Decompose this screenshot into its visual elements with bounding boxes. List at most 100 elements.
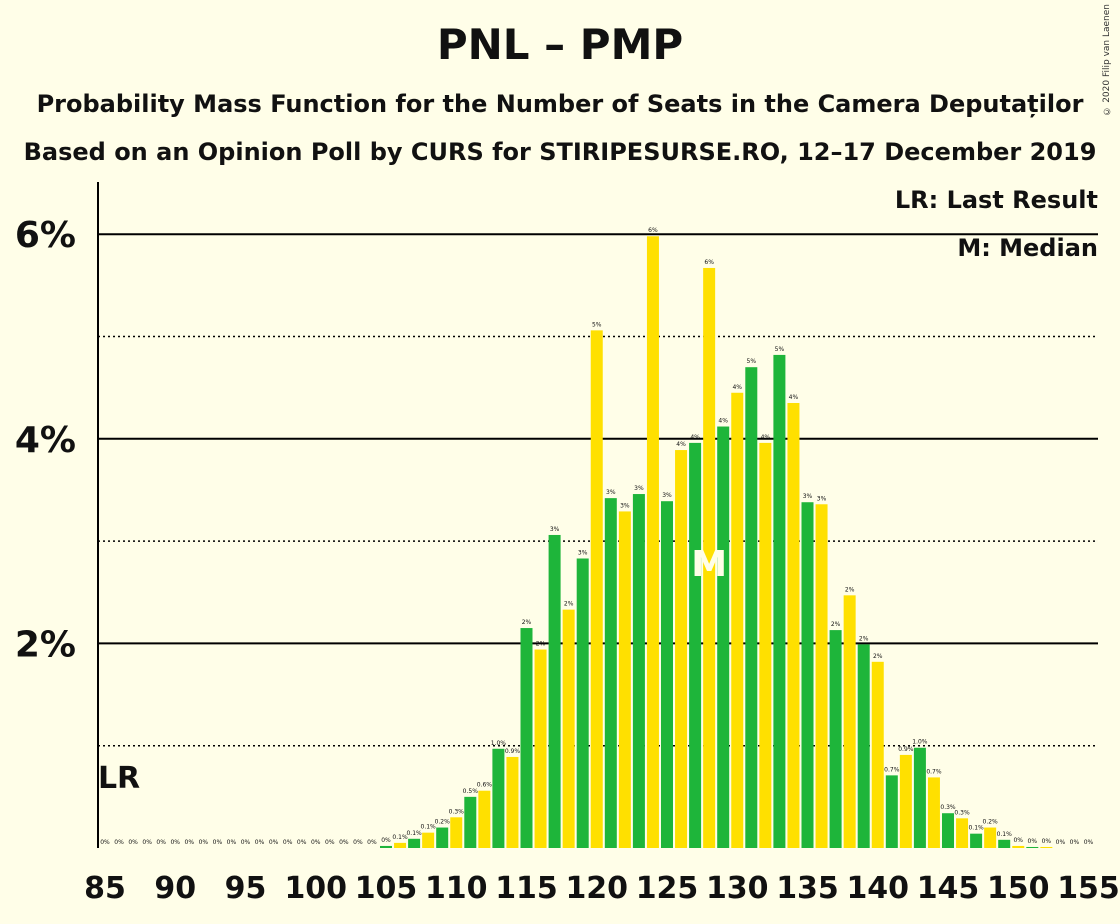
bar [464, 796, 477, 848]
bar-value-label: 2% [564, 601, 574, 608]
bar-value-label: 3% [606, 489, 616, 496]
bar-value-label: 3% [550, 526, 560, 533]
bar-value-label: 1.0% [491, 740, 507, 747]
x-tick-label: 125 [636, 871, 699, 906]
x-tick-label: 85 [84, 871, 126, 906]
bar-value-label: 6% [704, 259, 714, 266]
bar-value-label: 0% [142, 839, 152, 846]
bar [492, 748, 505, 848]
x-tick-label: 105 [355, 871, 418, 906]
bar [927, 777, 940, 848]
bar-value-label: 0.5% [463, 788, 479, 795]
x-tick-label: 155 [1057, 871, 1120, 906]
bar [590, 330, 603, 848]
bar-value-label: 5% [747, 358, 757, 365]
bar-value-label: 0.1% [997, 831, 1013, 838]
bar-value-label: 2% [536, 641, 546, 648]
bar-value-label: 0.1% [406, 830, 422, 837]
bar [970, 833, 983, 848]
bar [380, 845, 392, 848]
bar-value-label: 0% [170, 839, 180, 846]
bar-value-label: 0.7% [926, 768, 942, 775]
bar-value-label: 1.0% [912, 739, 928, 746]
x-tick-label: 100 [284, 871, 347, 906]
bar [717, 426, 730, 848]
bar [618, 511, 631, 848]
bar-value-label: 0.7% [884, 766, 900, 773]
x-tick-label: 90 [154, 871, 196, 906]
bar-value-label: 0% [1013, 837, 1023, 844]
bar [871, 661, 884, 848]
bar-value-label: 0% [367, 839, 377, 846]
bar-value-label: 0% [114, 839, 124, 846]
bar-value-label: 4% [690, 434, 700, 441]
bar [632, 494, 645, 848]
bar [689, 442, 702, 848]
bar-value-label: 0% [100, 839, 110, 846]
legend-last-result: LR: Last Result [894, 186, 1098, 214]
bar-value-label: 0% [199, 839, 209, 846]
bar [646, 236, 659, 849]
bar-value-label: 0% [1028, 838, 1038, 845]
bar-value-label: 0% [1084, 839, 1094, 846]
bar [759, 442, 772, 848]
x-tick-label: 95 [225, 871, 267, 906]
bar-value-label: 3% [803, 493, 813, 500]
bar-value-label: 0.3% [449, 808, 465, 815]
bar-value-label: 0.2% [983, 819, 999, 826]
bar [913, 747, 926, 848]
median-marker: M [691, 544, 727, 585]
bar-value-label: 0.1% [968, 825, 984, 832]
bar [942, 813, 954, 848]
bar-value-label: 3% [620, 502, 630, 509]
x-tick-label: 150 [987, 871, 1050, 906]
chart-subtitle: Probability Mass Function for the Number… [36, 90, 1084, 118]
bar [899, 754, 912, 848]
bar [843, 595, 856, 848]
bar-value-label: 3% [634, 485, 644, 492]
bar [661, 501, 673, 848]
bar [450, 817, 463, 848]
bar [956, 818, 969, 848]
bar [408, 838, 421, 848]
bar [576, 558, 589, 848]
bar-value-label: 0% [1056, 839, 1066, 846]
bar [1040, 846, 1053, 848]
bar-value-label: 3% [578, 549, 588, 556]
bar [422, 832, 435, 848]
bar [1012, 845, 1025, 848]
x-tick-label: 110 [425, 871, 488, 906]
bar-value-label: 2% [859, 635, 869, 642]
bar [885, 775, 898, 848]
bar-value-label: 0.9% [898, 746, 914, 753]
bar [562, 609, 575, 848]
bar-value-label: 0% [283, 839, 293, 846]
bar-value-label: 0.6% [477, 782, 493, 789]
bar-value-label: 0% [185, 839, 195, 846]
bar-value-label: 0% [269, 839, 279, 846]
y-tick-label: 4% [15, 420, 76, 461]
bar-value-label: 0% [297, 839, 307, 846]
chart-title: PNL – PMP [436, 20, 684, 69]
chart-subtitle-source: Based on an Opinion Poll by CURS for STI… [23, 138, 1097, 166]
bar [436, 827, 449, 848]
bar [998, 839, 1011, 848]
bar [520, 628, 533, 848]
bar [703, 267, 716, 849]
bar [478, 790, 491, 848]
bar-value-label: 0.2% [435, 819, 451, 826]
bar-value-label: 4% [732, 384, 742, 391]
x-tick-label: 135 [776, 871, 839, 906]
x-tick-label: 115 [495, 871, 558, 906]
bar-value-label: 0% [255, 839, 265, 846]
bar-value-label: 0.3% [940, 804, 956, 811]
bar-value-label: 4% [761, 434, 771, 441]
bar-value-label: 5% [592, 321, 602, 328]
bar [506, 756, 519, 848]
bar-value-label: 0% [1042, 838, 1052, 845]
bar-value-label: 4% [718, 418, 728, 425]
bar [394, 842, 407, 848]
bar [984, 827, 997, 848]
y-tick-label: 2% [15, 624, 76, 665]
